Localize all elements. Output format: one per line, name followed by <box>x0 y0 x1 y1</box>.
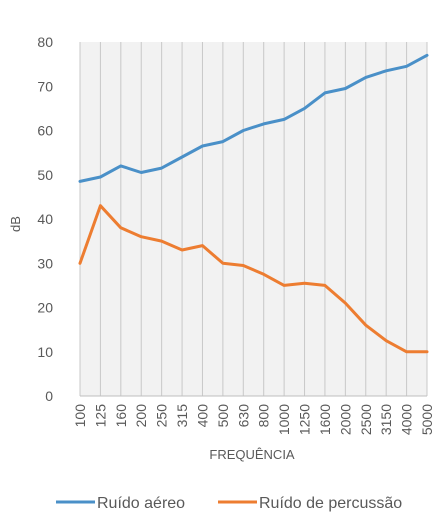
x-tick-label: 2500 <box>358 404 374 435</box>
x-tick-label: 1250 <box>297 404 313 435</box>
x-tick-label: 1600 <box>317 404 333 435</box>
x-tick-label: 1000 <box>276 404 292 435</box>
legend-label: Ruído de percussão <box>259 495 402 512</box>
y-tick-label: 30 <box>37 255 53 271</box>
grid <box>79 42 428 397</box>
x-tick-label: 125 <box>92 404 108 428</box>
y-axis: 0 10 20 30 40 50 60 70 80 <box>37 34 53 404</box>
x-axis-title: FREQUÊNCIA <box>209 447 295 462</box>
y-tick-label: 50 <box>37 167 53 183</box>
x-tick-label: 250 <box>154 404 170 428</box>
legend: Ruído aéreo Ruído de percussão <box>56 495 402 512</box>
series-line-2 <box>78 204 429 354</box>
y-tick-label: 10 <box>37 344 53 360</box>
y-tick-label: 80 <box>37 34 53 50</box>
x-tick-label: 100 <box>72 404 88 428</box>
y-tick-label: 20 <box>37 300 53 316</box>
y-tick-label: 60 <box>37 123 53 139</box>
x-tick-label: 400 <box>194 404 210 428</box>
series-layer <box>78 53 429 354</box>
y-tick-label: 70 <box>37 78 53 94</box>
x-tick-label: 630 <box>235 404 251 428</box>
y-tick-label: 40 <box>37 211 53 227</box>
x-tick-label: 500 <box>215 404 231 428</box>
x-tick-label: 4000 <box>399 404 415 435</box>
legend-label: Ruído aéreo <box>97 495 185 512</box>
y-axis-title: dB <box>8 216 23 232</box>
y-tick-label: 0 <box>45 388 53 404</box>
x-tick-label: 5000 <box>419 404 435 435</box>
x-tick-label: 800 <box>256 404 272 428</box>
x-tick-label: 200 <box>133 404 149 428</box>
x-tick-label: 160 <box>113 404 129 428</box>
plot-area <box>80 42 427 396</box>
x-axis: 100 125 160 200 250 315 400 500 630 800 1000 1250 16… <box>72 404 435 435</box>
x-tick-label: 315 <box>174 404 190 428</box>
series-line-1 <box>78 53 429 183</box>
x-tick-label: 2000 <box>337 404 353 435</box>
x-tick-label: 3150 <box>378 404 394 435</box>
